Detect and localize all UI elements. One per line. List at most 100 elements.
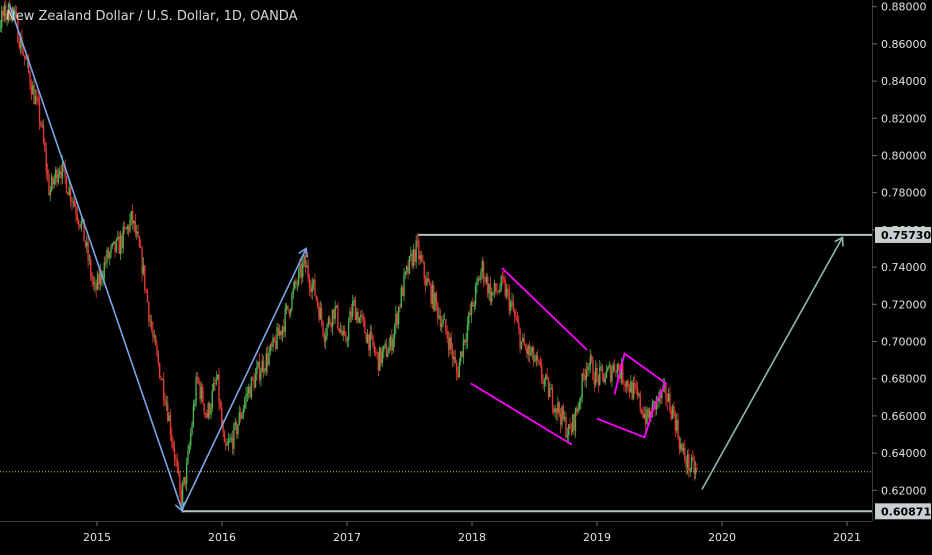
candle-body	[260, 372, 262, 380]
x-tick-label: 2017	[333, 531, 361, 544]
candle-body	[46, 170, 49, 175]
candle-body	[7, 3, 10, 17]
candle-body	[570, 429, 573, 432]
candle-body	[283, 326, 285, 332]
x-tick-label: 2016	[208, 531, 236, 544]
candle-body	[503, 277, 505, 280]
candle-body	[373, 345, 375, 352]
candle-body	[416, 240, 419, 242]
candle-body	[65, 176, 68, 193]
candle-body	[234, 422, 236, 425]
candle-body	[360, 315, 362, 318]
candle-body	[574, 408, 577, 431]
y-tick-label: 0.88000	[881, 1, 927, 14]
candle-body	[153, 335, 155, 337]
candle-body	[581, 373, 583, 398]
candle-body	[613, 364, 616, 371]
candle-body	[300, 264, 303, 278]
candle-body	[165, 403, 168, 405]
candle-body	[509, 302, 512, 311]
candle-body	[117, 236, 119, 240]
candle-body	[92, 280, 95, 285]
candle-body	[368, 334, 370, 351]
candle-body	[192, 406, 195, 426]
candle-body	[623, 383, 625, 385]
candle-body	[90, 259, 92, 277]
candle-body	[96, 273, 99, 290]
candle-body	[634, 383, 636, 386]
candle-body	[308, 278, 311, 288]
candle-body	[36, 96, 38, 98]
candle-body	[80, 220, 83, 228]
candle-body	[568, 424, 570, 436]
candle-body	[545, 374, 547, 381]
candle-body	[59, 171, 61, 175]
candle-body	[19, 36, 22, 48]
candle-body	[466, 324, 469, 341]
candle-body	[115, 239, 118, 252]
candle-body	[140, 246, 142, 248]
candle-body	[410, 253, 412, 257]
candle-body	[538, 360, 540, 362]
candle-body	[266, 353, 269, 365]
candle-body	[636, 388, 639, 396]
candle-body	[379, 347, 381, 371]
candle-body	[272, 337, 274, 347]
candle-body	[218, 374, 220, 404]
candle-body	[628, 388, 631, 393]
candle-body	[109, 253, 111, 258]
candle-body	[13, 7, 15, 14]
candle-body	[187, 450, 189, 463]
candle-body	[37, 97, 39, 102]
candle-body	[146, 290, 149, 303]
candle-body	[557, 402, 559, 413]
candle-body	[190, 434, 192, 446]
candle-body	[451, 348, 454, 360]
candle-body	[149, 321, 151, 322]
y-tick-label: 0.82000	[881, 112, 927, 125]
candle-body	[439, 315, 442, 328]
candle-body	[325, 336, 327, 342]
candle-body	[141, 247, 143, 274]
candle-body	[377, 352, 380, 371]
candle-body	[291, 293, 293, 310]
candle-body	[640, 409, 643, 413]
candle-body	[532, 347, 535, 362]
candle-body	[311, 283, 313, 293]
candle-body	[677, 419, 679, 438]
candle-body	[133, 220, 135, 224]
candle-body	[396, 313, 398, 325]
candle-body	[424, 278, 427, 286]
candle-body	[331, 309, 334, 328]
x-tick-label: 2015	[83, 531, 111, 544]
candle-body	[114, 241, 116, 252]
candle-body	[99, 271, 101, 285]
candle-body	[665, 384, 667, 399]
candle-body	[195, 376, 197, 405]
candle-body	[45, 150, 47, 171]
target-arrow	[701, 238, 842, 490]
candle-body	[199, 383, 201, 399]
candle-body	[443, 319, 446, 321]
candle-body	[316, 299, 319, 306]
candle-body	[227, 441, 230, 444]
candle-body	[295, 280, 297, 285]
candle-body	[578, 401, 581, 410]
candle-body	[185, 462, 188, 484]
candle-body	[408, 256, 411, 274]
candle-body	[245, 393, 247, 402]
candle-body	[611, 371, 613, 382]
candle-body	[508, 291, 510, 311]
candle-body	[258, 361, 261, 380]
candle-body	[361, 315, 363, 317]
candle-body	[77, 219, 80, 225]
candle-body	[684, 447, 686, 461]
candle-body	[418, 241, 420, 260]
price-label-lower-bg	[875, 503, 931, 520]
candle-body	[670, 410, 672, 419]
candle-body	[44, 141, 46, 151]
candle-body	[2, 10, 4, 17]
y-tick-label: 0.62000	[881, 484, 927, 497]
